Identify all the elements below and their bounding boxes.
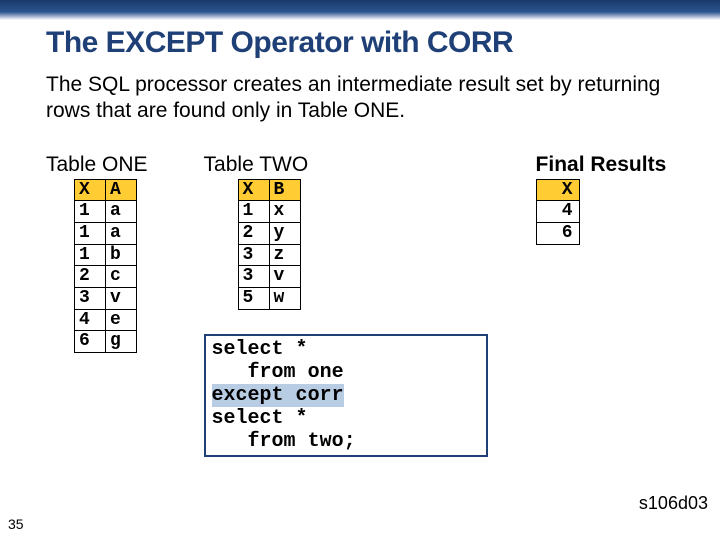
col-header: A [106, 179, 137, 201]
table-one: X A 1a 1a 1b 2c 3v 4e 6g [74, 179, 137, 354]
table-two: X B 1x 2y 3z 3v 5w [238, 179, 301, 310]
table-row: 1b [75, 244, 137, 266]
slide-title: The EXCEPT Operator with CORR [46, 26, 680, 60]
table-two-block: Table TWO X B 1x 2y 3z 3v 5w select * fr… [204, 153, 488, 457]
col-header: X [238, 179, 269, 201]
table-row: 1x [238, 201, 300, 223]
final-results-block: Final Results X 4 6 [536, 153, 667, 245]
table-row: 3v [75, 287, 137, 309]
slide-body-text: The SQL processor creates an intermediat… [46, 72, 680, 125]
final-results-table: X 4 6 [536, 179, 580, 245]
table-two-label: Table TWO [204, 153, 488, 177]
final-results-label: Final Results [536, 153, 667, 177]
slide-content: The EXCEPT Operator with CORR The SQL pr… [0, 20, 720, 457]
table-row: 6 [536, 222, 579, 244]
table-row: 1a [75, 201, 137, 223]
table-row: 1a [75, 222, 137, 244]
sql-code-box: select * from one except corr select * f… [204, 334, 488, 457]
code-line: select * [212, 338, 308, 361]
table-row: 2c [75, 266, 137, 288]
footer-code: s106d03 [639, 493, 708, 514]
table-row: 5w [238, 287, 300, 309]
table-row: 4 [536, 201, 579, 223]
code-line-highlight: except corr [212, 384, 344, 407]
col-header: B [269, 179, 300, 201]
top-gradient-bar [0, 0, 720, 20]
tables-row: Table ONE X A 1a 1a 1b 2c 3v 4e 6g [46, 153, 680, 457]
table-row: 3z [238, 244, 300, 266]
col-header: X [536, 179, 579, 201]
code-line: select * [212, 407, 308, 430]
table-header-row: X B [238, 179, 300, 201]
col-header: X [75, 179, 106, 201]
table-header-row: X A [75, 179, 137, 201]
table-one-block: Table ONE X A 1a 1a 1b 2c 3v 4e 6g [46, 153, 148, 354]
table-one-label: Table ONE [46, 153, 148, 177]
code-line: from one [212, 361, 344, 384]
page-number: 35 [8, 516, 24, 532]
table-row: 3v [238, 266, 300, 288]
code-line: from two; [212, 430, 356, 453]
table-row: 4e [75, 309, 137, 331]
table-row: 2y [238, 222, 300, 244]
table-header-row: X [536, 179, 579, 201]
table-row: 6g [75, 331, 137, 353]
